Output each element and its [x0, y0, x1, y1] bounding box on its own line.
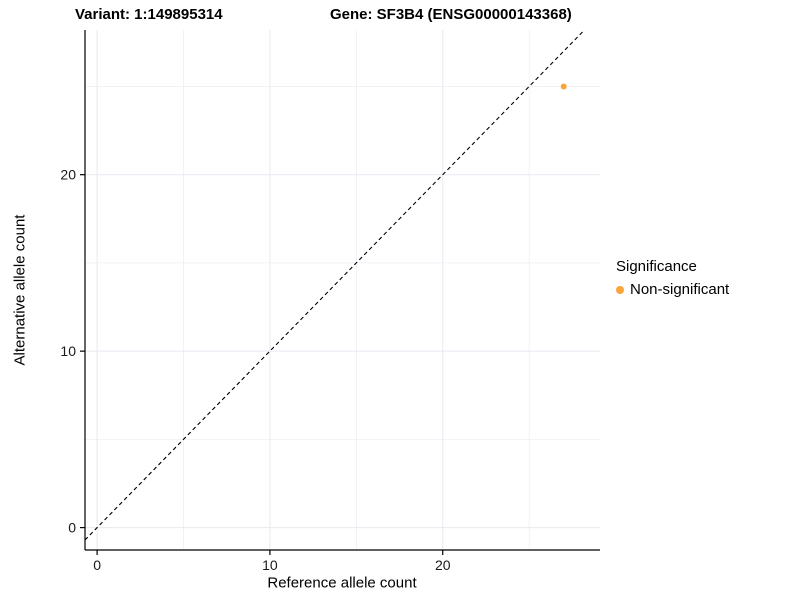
gene-title: Gene: SF3B4 (ENSG00000143368) — [330, 6, 572, 23]
y-tick-label: 10 — [60, 343, 76, 359]
x-tick-label: 0 — [93, 557, 101, 573]
x-tick-label: 20 — [435, 557, 451, 573]
legend-title: Significance — [616, 258, 697, 275]
axis-ticks — [80, 174, 444, 555]
y-axis-label: Alternative allele count — [11, 214, 29, 366]
y-tick-label: 0 — [68, 520, 76, 536]
x-tick-label: 10 — [262, 557, 278, 573]
legend-entry: Non-significant — [616, 281, 729, 298]
legend: Significance Non-significant — [616, 258, 729, 298]
x-axis-label: Reference allele count — [267, 574, 417, 592]
data-point — [560, 83, 567, 90]
axis-tick-labels: 0 10 20 0 10 20 — [60, 167, 450, 573]
variant-title: Variant: 1:149895314 — [75, 6, 223, 23]
y-tick-label: 20 — [60, 167, 76, 183]
gridlines — [85, 30, 600, 550]
identity-line — [85, 30, 585, 541]
legend-point-icon — [616, 285, 624, 294]
legend-entry-label: Non-significant — [630, 281, 730, 298]
